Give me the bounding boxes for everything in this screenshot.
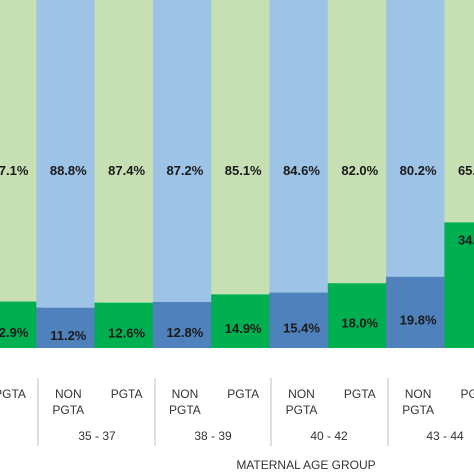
data-label-lower: 15.4% (283, 320, 320, 335)
data-label-upper: 87.1% (0, 163, 29, 178)
category-label: PGTA (227, 387, 259, 401)
data-label-upper: 84.6% (283, 163, 320, 178)
group-label: 35 - 37 (78, 429, 116, 443)
category-label: PGTA (461, 387, 474, 401)
data-label-upper: 80.2% (400, 163, 437, 178)
bar-segment-lower (0, 301, 42, 348)
bar-segment-lower (327, 283, 392, 348)
data-label-lower: 12.9% (0, 325, 29, 340)
bar-segment-upper (0, 0, 42, 302)
bar-segment-lower (94, 302, 159, 348)
bar-segment-upper (152, 0, 217, 302)
group-label: 43 - 44 (426, 429, 464, 443)
data-label-lower: 12.6% (108, 325, 145, 340)
data-label-upper: 87.4% (108, 163, 145, 178)
category-label: PGTA (0, 387, 26, 401)
data-label-upper: 88.8% (50, 163, 87, 178)
data-label-upper: 82.0% (341, 163, 378, 178)
bar-segment-upper (36, 0, 101, 308)
category-label: PGTA (344, 387, 376, 401)
bar-segment-lower (211, 294, 276, 348)
data-label-lower: 14.9% (225, 321, 262, 336)
category-label-line2: PGTA (286, 403, 318, 417)
category-label-line1: NON (288, 387, 315, 401)
category-label-line2: PGTA (169, 403, 201, 417)
category-label-line1: NON (172, 387, 199, 401)
bar-segment-lower (444, 222, 474, 348)
bar-segment-lower (36, 307, 101, 348)
data-label-lower: 34.9% (458, 232, 474, 247)
data-label-lower: 18.0% (341, 316, 378, 331)
bar-segment-lower (386, 276, 451, 348)
bar-segment-upper (211, 0, 276, 295)
bar-segment-upper (444, 0, 474, 223)
bar-segment-upper (94, 0, 159, 303)
group-label: 40 - 42 (310, 429, 348, 443)
category-label-line1: NON (55, 387, 82, 401)
data-label-lower: 12.8% (166, 325, 203, 340)
category-label-line2: PGTA (52, 403, 84, 417)
bar-segment-lower (269, 292, 334, 348)
category-label: PGTA (111, 387, 143, 401)
bar-segment-upper (386, 0, 451, 277)
data-label-upper: 87.2% (166, 163, 203, 178)
bar-segment-upper (327, 0, 392, 284)
category-label-line1: NON (405, 387, 432, 401)
bar-segment-lower (152, 301, 217, 348)
data-label-upper: 85.1% (225, 163, 262, 178)
category-label-line2: PGTA (402, 403, 434, 417)
data-label-lower: 19.8% (400, 312, 437, 327)
bar-segment-upper (269, 0, 334, 293)
data-label-lower: 11.2% (50, 328, 87, 343)
group-label: 38 - 39 (194, 429, 232, 443)
data-label-upper: 65.1% (458, 163, 474, 178)
x-axis-title: MATERNAL AGE GROUP (236, 458, 375, 472)
